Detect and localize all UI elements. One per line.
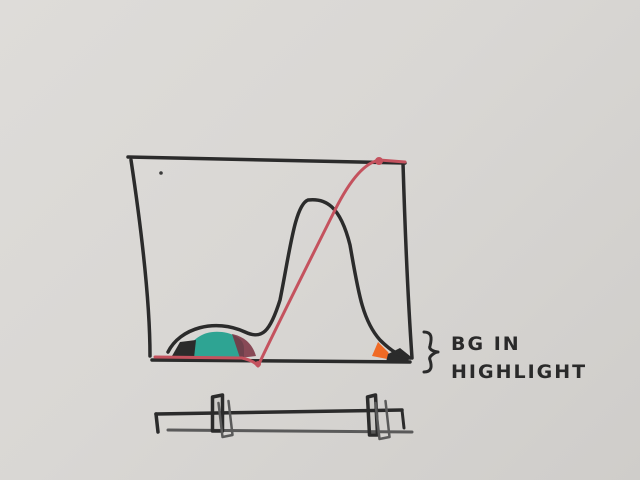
slider-track	[154, 408, 404, 416]
slider-handle-high[interactable]	[365, 393, 391, 441]
frame-left-edge	[129, 158, 152, 358]
highlight-fill-orange	[372, 342, 392, 360]
left-clip-dark	[172, 340, 196, 358]
shadow-fill-teal	[186, 331, 244, 358]
frame-top-edge	[126, 155, 407, 165]
annotation-line-1: BG IN	[451, 333, 521, 355]
annotation-brace	[422, 330, 440, 374]
slider-handle-low[interactable]	[210, 393, 234, 439]
paper-dot	[159, 171, 163, 175]
slider-track-left-end	[154, 412, 160, 434]
slider-track-right-end	[400, 408, 406, 430]
tone-curve-point-top[interactable]	[375, 157, 383, 165]
frame-right-edge	[401, 161, 414, 360]
slider-track-shadow	[166, 428, 414, 434]
histogram-frame	[126, 155, 414, 364]
histogram-curve	[166, 197, 412, 360]
tone-curve-point-bottom[interactable]	[255, 361, 261, 367]
shadow-fill-maroon	[232, 334, 256, 358]
tone-curve	[153, 158, 407, 368]
frame-bottom-edge	[150, 358, 412, 364]
annotation-line-2: HIGHLIGHT	[451, 361, 587, 383]
range-slider[interactable]	[154, 408, 414, 434]
